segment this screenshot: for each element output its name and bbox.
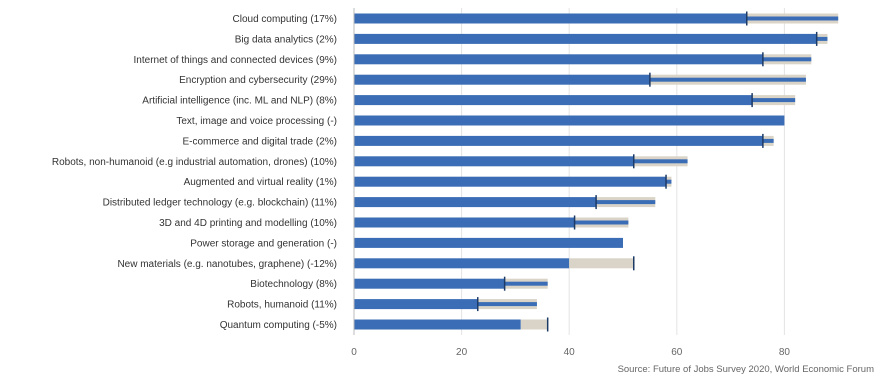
bar-current [354, 299, 478, 310]
bar-increase-core [746, 16, 839, 21]
bar-increase-core [477, 302, 537, 307]
category-label: Augmented and virtual reality (1%) [184, 177, 337, 188]
x-tick-label: 60 [671, 347, 683, 358]
bar-current [354, 33, 817, 44]
category-label: 3D and 4D printing and modelling (10%) [159, 218, 337, 229]
source-note: Source: Future of Jobs Survey 2020, Worl… [617, 364, 874, 375]
bar-current [354, 74, 650, 85]
category-label: Encryption and cybersecurity (29%) [179, 75, 337, 86]
category-label: Robots, non-humanoid (e.g industrial aut… [52, 157, 337, 168]
bar-increase-core [504, 281, 548, 286]
bar-increase-core [762, 138, 774, 143]
category-label: New materials (e.g. nanotubes, graphene)… [117, 259, 337, 270]
category-label: Text, image and voice processing (-) [176, 116, 337, 127]
category-label: E-commerce and digital trade (2%) [182, 136, 337, 147]
category-label: Power storage and generation (-) [190, 238, 337, 249]
x-tick-label: 40 [564, 347, 576, 358]
bar-decline [569, 258, 634, 269]
category-label: Distributed ledger technology (e.g. bloc… [103, 198, 337, 209]
bar-increase-core [666, 179, 672, 184]
bar-increase-core [752, 98, 796, 103]
bar-current [354, 176, 667, 187]
bar-current [354, 258, 570, 269]
bar-current [354, 54, 763, 65]
bar-current [354, 115, 785, 126]
bar-current [354, 319, 521, 330]
bar-increase-core [574, 220, 629, 225]
category-labels: Cloud computing (17%) Big data analytics … [52, 14, 337, 331]
bar-increase-core [649, 77, 806, 82]
bar-current [354, 197, 597, 208]
category-label: Big data analytics (2%) [235, 34, 337, 45]
bar-increase-core [816, 36, 828, 41]
bar-current [354, 13, 747, 24]
category-label: Internet of things and connected devices… [134, 55, 337, 66]
category-label: Robots, humanoid (11%) [227, 300, 337, 311]
bar-current [354, 156, 634, 167]
bar-increase-core [633, 159, 688, 164]
bar-increase-core [762, 57, 812, 62]
category-label: Quantum computing (-5%) [220, 320, 337, 331]
bar-current [354, 278, 505, 289]
category-label: Biotechnology (8%) [250, 279, 337, 290]
bar-current [354, 135, 763, 146]
bar-current [354, 95, 753, 106]
bar-decline [520, 319, 548, 330]
bars [354, 11, 839, 332]
category-label: Artificial intelligence (inc. ML and NLP… [142, 96, 337, 107]
bar-current [354, 217, 575, 228]
bar-increase-core [596, 200, 656, 205]
x-tick-labels: 0 20 40 60 80 [351, 347, 790, 358]
x-tick-label: 80 [779, 347, 791, 358]
x-tick-label: 20 [456, 347, 468, 358]
category-label: Cloud computing (17%) [233, 14, 338, 25]
x-tick-label: 0 [351, 347, 357, 358]
bar-current [354, 237, 623, 248]
